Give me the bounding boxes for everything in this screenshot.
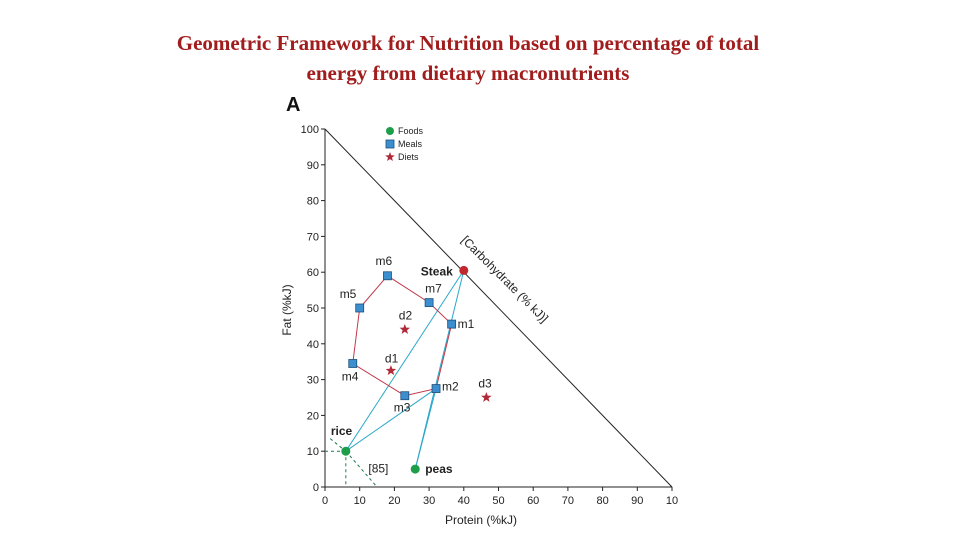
y-tick-label: 40 bbox=[307, 339, 319, 351]
diet-marker-d3 bbox=[481, 392, 492, 402]
y-tick-label: 70 bbox=[307, 231, 319, 243]
title-line-2: energy from dietary macronutrients bbox=[306, 61, 630, 85]
diet-marker-d1 bbox=[385, 365, 397, 376]
page-title: Geometric Framework for Nutrition based … bbox=[0, 28, 936, 88]
diet-marker-d2 bbox=[399, 324, 410, 334]
y-tick-label: 30 bbox=[307, 375, 319, 387]
y-tick-label: 80 bbox=[307, 196, 319, 208]
y-tick-label: 90 bbox=[307, 160, 319, 172]
x-tick-label: 90 bbox=[631, 495, 643, 507]
meal-label-m5: m5 bbox=[340, 287, 357, 301]
x-tick-label: 10 bbox=[666, 495, 678, 507]
mixing-line bbox=[345, 388, 437, 452]
legend-label: Meals bbox=[398, 139, 423, 149]
x-tick-label: 60 bbox=[527, 495, 539, 507]
y-tick-label: 10 bbox=[307, 446, 319, 458]
food-label-Steak: Steak bbox=[421, 264, 453, 278]
diet-label-d3: d3 bbox=[478, 377, 492, 391]
food-label-peas: peas bbox=[425, 462, 453, 476]
food-marker-peas bbox=[410, 464, 420, 474]
rice-guide-diagonal bbox=[345, 450, 378, 488]
mixing-line bbox=[414, 270, 465, 470]
diagonal-label: [Carbohydrate (% kJ)] bbox=[459, 233, 551, 325]
meal-label-m4: m4 bbox=[342, 369, 359, 383]
meal-marker-m2 bbox=[431, 384, 441, 393]
legend-label: Diets bbox=[398, 152, 419, 162]
y-axis-label: Fat (%kJ) bbox=[280, 284, 294, 335]
rice-guide-label: [85] bbox=[368, 462, 388, 476]
diet-label-d1: d1 bbox=[385, 352, 399, 366]
y-tick-label: 60 bbox=[307, 267, 319, 279]
meal-marker-m3 bbox=[400, 391, 410, 401]
x-tick-label: 80 bbox=[596, 495, 608, 507]
diet-label-d2: d2 bbox=[399, 308, 413, 322]
meal-marker-m6 bbox=[383, 271, 392, 281]
meal-label-m2: m2 bbox=[442, 380, 459, 394]
x-tick-label: 20 bbox=[388, 495, 400, 507]
y-tick-label: 20 bbox=[307, 410, 319, 422]
meal-label-m6: m6 bbox=[375, 254, 392, 268]
meal-label-m3: m3 bbox=[394, 401, 411, 415]
legend-label: Foods bbox=[398, 126, 424, 136]
x-tick-label: 40 bbox=[458, 495, 470, 507]
legend-marker-meals bbox=[385, 139, 395, 149]
x-tick-label: 70 bbox=[562, 495, 574, 507]
diagonal-line bbox=[324, 128, 673, 488]
x-tick-label: 10 bbox=[354, 495, 366, 507]
food-label-rice: rice bbox=[331, 424, 353, 438]
y-tick-label: 100 bbox=[301, 124, 319, 136]
x-tick-label: 30 bbox=[423, 495, 435, 507]
meal-marker-m5 bbox=[355, 303, 365, 313]
title-line-1: Geometric Framework for Nutrition based … bbox=[176, 31, 760, 55]
y-tick-label: 0 bbox=[313, 482, 319, 494]
legend-marker-diets bbox=[385, 152, 395, 161]
meal-label-m1: m1 bbox=[458, 317, 475, 331]
panel-label: A bbox=[286, 94, 300, 116]
x-tick-label: 50 bbox=[492, 495, 504, 507]
food-marker-rice bbox=[341, 446, 351, 456]
meal-label-m7: m7 bbox=[425, 282, 442, 296]
x-tick-label: 0 bbox=[322, 495, 328, 507]
x-axis-label: Protein (%kJ) bbox=[445, 513, 517, 527]
y-tick-label: 50 bbox=[307, 303, 319, 315]
meal-marker-m1 bbox=[447, 319, 457, 329]
legend-marker-foods bbox=[386, 127, 394, 135]
food-marker-Steak bbox=[459, 265, 469, 275]
mixing-line bbox=[345, 270, 465, 452]
meal-marker-m7 bbox=[424, 298, 434, 308]
meal-marker-m4 bbox=[348, 359, 358, 368]
